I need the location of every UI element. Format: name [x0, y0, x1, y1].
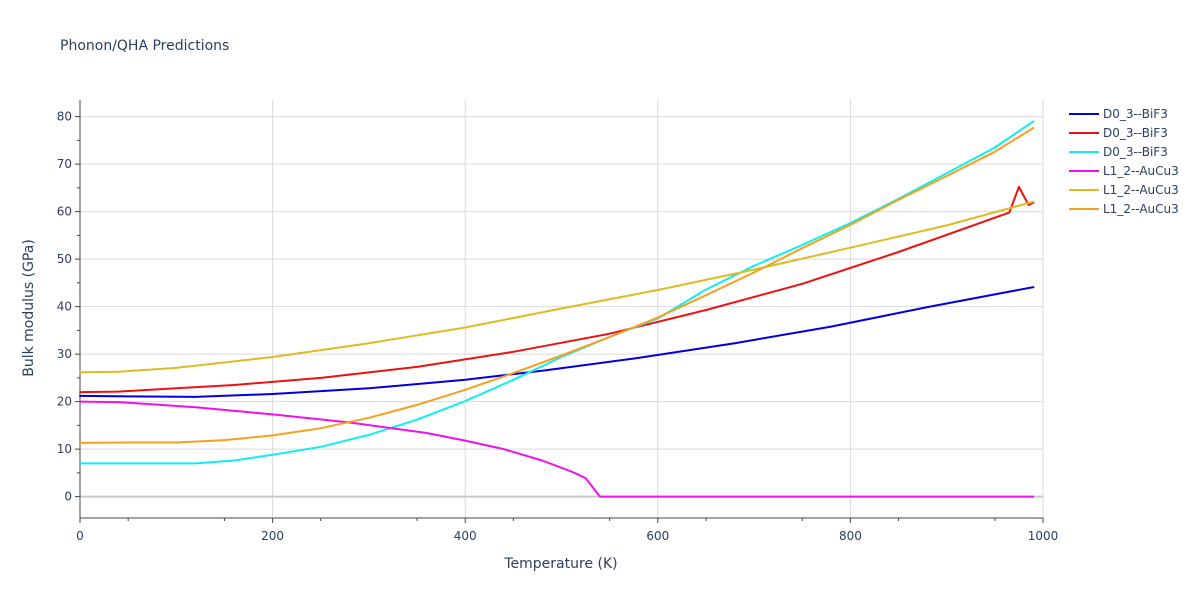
series-line-1 — [79, 286, 1035, 398]
y-axis-title: Bulk modulus (GPa) — [21, 239, 37, 377]
series-line-4 — [79, 400, 1035, 498]
y-tick-label: 30 — [57, 347, 72, 361]
legend-label: L1_2--AuCu3 — [1103, 183, 1179, 197]
axis-layer: 0 200 400 600 800 1000 0 10 20 30 40 50 60 70 80 — [57, 100, 1059, 543]
legend-item-2[interactable]: D0_3--BiF3 — [1069, 126, 1168, 140]
legend-label: D0_3--BiF3 — [1103, 107, 1168, 121]
legend-item-5[interactable]: L1_2--AuCu3 — [1069, 183, 1179, 197]
x-tick-label: 0 — [76, 529, 84, 543]
chart-title: Phonon/QHA Predictions — [60, 38, 229, 54]
legend-item-1[interactable]: D0_3--BiF3 — [1069, 107, 1168, 121]
series-line-3 — [79, 120, 1035, 465]
x-tick-label: 200 — [261, 529, 284, 543]
y-tick-label: 60 — [57, 205, 72, 219]
series-line-5 — [79, 200, 1035, 374]
legend-item-3[interactable]: D0_3--BiF3 — [1069, 145, 1168, 159]
legend-label: D0_3--BiF3 — [1103, 126, 1168, 140]
y-tick-label: 0 — [64, 490, 72, 504]
y-tick-label: 40 — [57, 300, 72, 314]
legend-item-6[interactable]: L1_2--AuCu3 — [1069, 202, 1179, 216]
series-line-2 — [79, 185, 1035, 394]
y-tick-label: 20 — [57, 395, 72, 409]
legend[interactable]: D0_3--BiF3 D0_3--BiF3 D0_3--BiF3 L1_2--AuCu… — [1069, 107, 1179, 216]
grid-layer — [80, 100, 1044, 518]
legend-item-4[interactable]: L1_2--AuCu3 — [1069, 164, 1179, 178]
x-tick-label: 400 — [454, 529, 477, 543]
x-tick-label: 600 — [646, 529, 669, 543]
y-tick-label: 10 — [57, 442, 72, 456]
series-line-6 — [79, 127, 1035, 444]
legend-label: L1_2--AuCu3 — [1103, 202, 1179, 216]
y-tick-label: 80 — [57, 110, 72, 124]
legend-label: D0_3--BiF3 — [1103, 145, 1168, 159]
x-tick-label: 800 — [839, 529, 862, 543]
series-layer — [79, 120, 1035, 498]
x-tick-label: 1000 — [1028, 529, 1059, 543]
y-tick-label: 50 — [57, 252, 72, 266]
legend-label: L1_2--AuCu3 — [1103, 164, 1179, 178]
y-tick-label: 70 — [57, 157, 72, 171]
x-axis-title: Temperature (K) — [503, 556, 617, 572]
